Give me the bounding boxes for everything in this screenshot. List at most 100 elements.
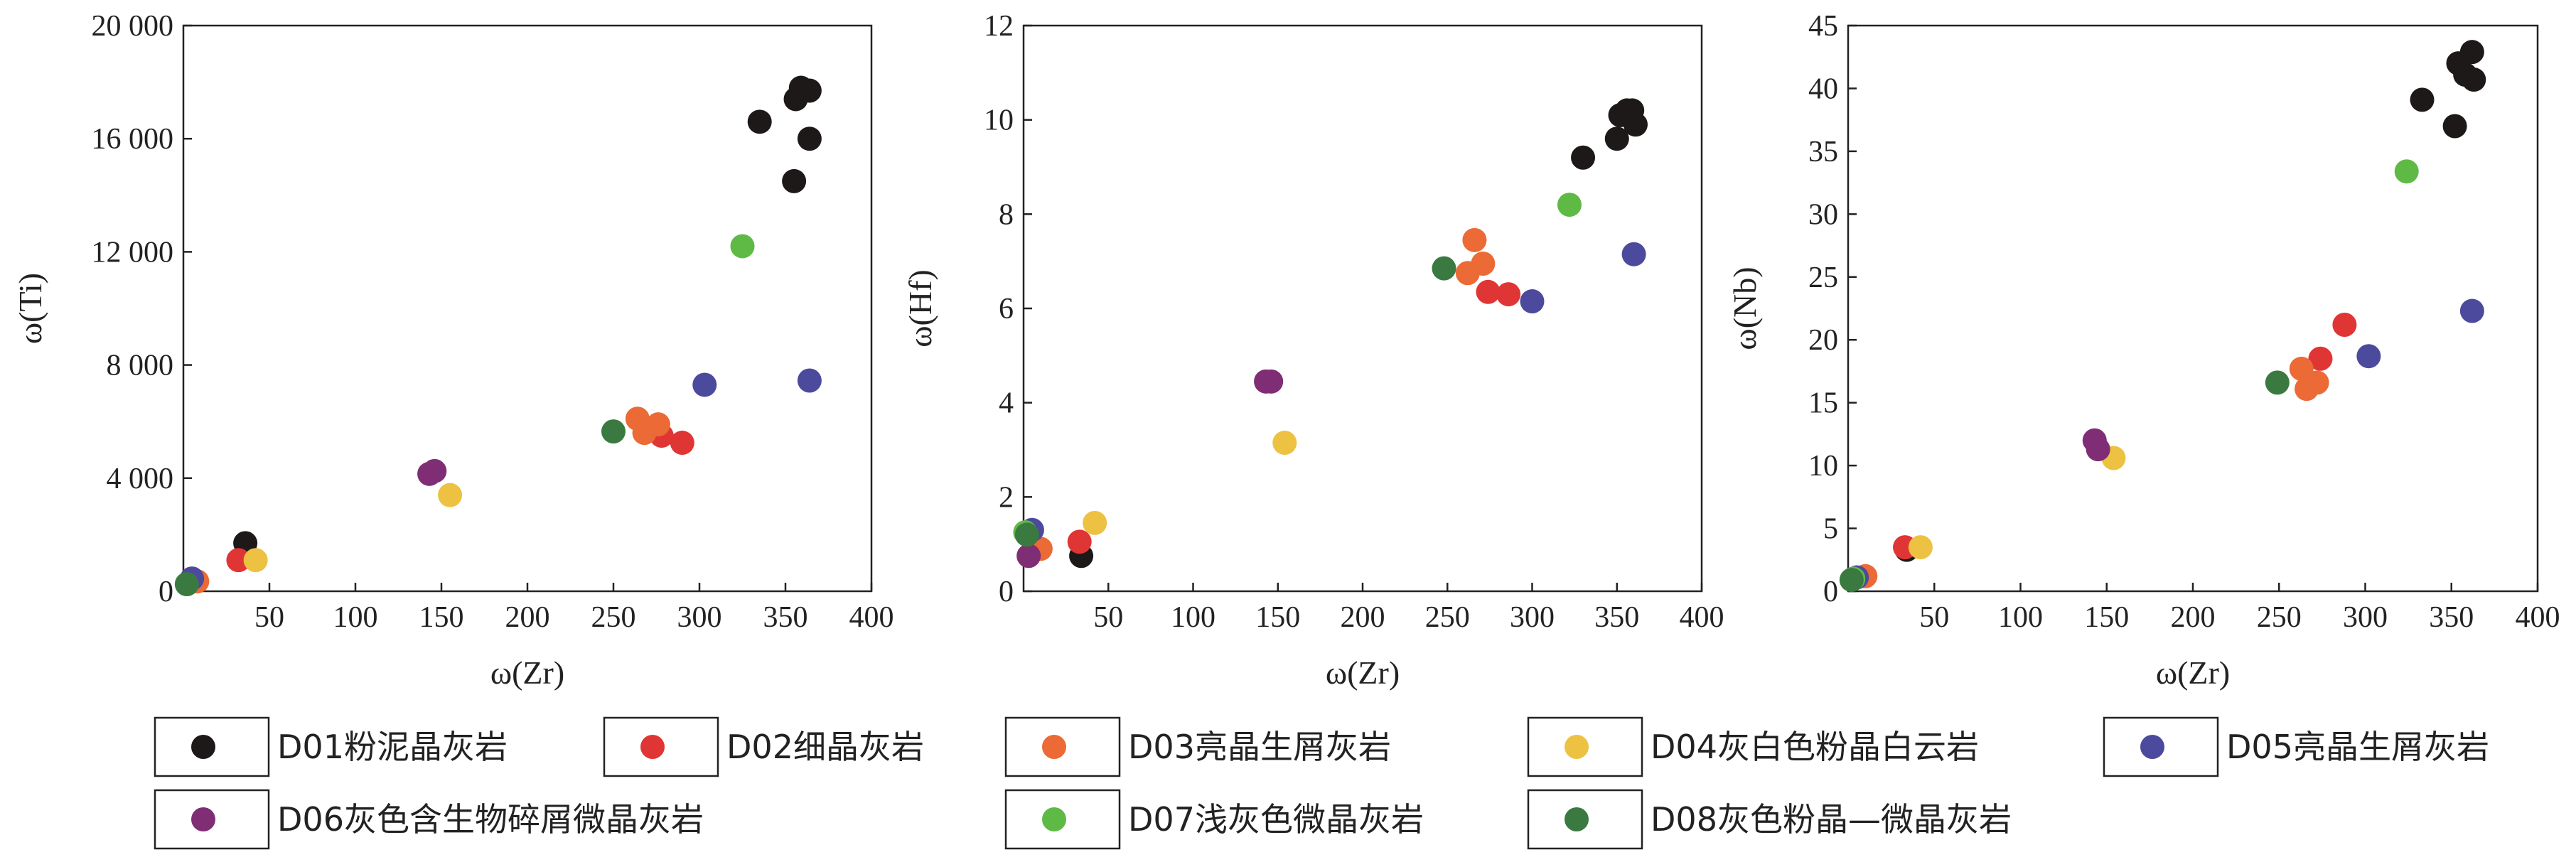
legend-label: D06灰色含生物碎屑微晶灰岩: [277, 800, 704, 839]
data-point: [1604, 126, 1629, 151]
x-tick-label: 50: [254, 601, 284, 634]
legend-label: D02细晶灰岩: [726, 728, 924, 766]
y-tick-label: 8: [999, 198, 1014, 231]
data-point: [1462, 227, 1487, 252]
data-point: [422, 458, 447, 483]
x-tick-label: 100: [333, 601, 378, 634]
scatter-panel-3: 50 100 150 200 250 300 350 400 0 5 10 15 20 25 30 35 40 4…: [1727, 10, 2560, 691]
plot-frame: [182, 24, 873, 593]
data-point: [1272, 431, 1297, 456]
y-tick-label: 20 000: [92, 10, 174, 43]
data-point: [2394, 159, 2419, 184]
data-point: [1432, 256, 1456, 281]
y-tick-label: 16 000: [92, 123, 174, 156]
legend-label: D03亮晶生屑灰岩: [1128, 728, 1391, 766]
data-point: [174, 572, 199, 597]
data-point: [1520, 289, 1545, 314]
legend-item: D02细晶灰岩: [603, 716, 924, 777]
data-point: [645, 412, 670, 437]
legend-marker: [2140, 735, 2164, 759]
y-tick-label: 40: [1808, 72, 1838, 105]
legend-item: D03亮晶生屑灰岩: [1004, 716, 1391, 777]
y-axis-label: ω(Nb): [1727, 266, 1763, 350]
legend-swatch-box: [154, 716, 270, 777]
x-axis-label: ω(Zr): [1326, 654, 1400, 691]
x-tick-label: 200: [2171, 601, 2216, 634]
x-tick-label: 400: [2516, 601, 2560, 634]
data-point: [1621, 242, 1646, 266]
legend-item: D01粉泥晶灰岩: [154, 716, 508, 777]
x-tick-label: 50: [1093, 601, 1123, 634]
x-axis-label: ω(Zr): [2156, 654, 2230, 691]
legend-item: D07浅灰色微晶灰岩: [1004, 789, 1424, 850]
data-point: [1557, 193, 1582, 217]
legend-marker: [1565, 807, 1589, 831]
data-point: [2265, 370, 2290, 395]
legend-label: D07浅灰色微晶灰岩: [1128, 800, 1424, 839]
legend-marker: [191, 735, 215, 759]
legend-item: D04灰白色粉晶白云岩: [1527, 716, 1979, 777]
data-point: [747, 109, 772, 134]
y-tick-label: 30: [1808, 198, 1838, 231]
y-tick-label: 12: [984, 10, 1014, 43]
data-point: [1476, 279, 1501, 304]
y-tick-label: 20: [1808, 324, 1838, 357]
x-tick-label: 250: [2257, 601, 2302, 634]
legend-item: D06灰色含生物碎屑微晶灰岩: [154, 789, 704, 850]
x-tick-label: 350: [1594, 601, 1639, 634]
scatter-panel-1: 50 100 150 200 250 300 350 400 0 4 000 8 000 12 000…: [12, 10, 894, 691]
x-tick-label: 350: [2429, 601, 2474, 634]
data-point: [1259, 369, 1284, 394]
x-tick-label: 250: [1425, 601, 1470, 634]
x-tick-label: 300: [677, 601, 722, 634]
y-tick-label: 10: [1808, 450, 1838, 483]
legend-item: D05亮晶生屑灰岩: [2103, 716, 2489, 777]
data-point: [1496, 282, 1521, 307]
legend-marker: [1042, 807, 1066, 831]
legend: D01粉泥晶灰岩 D02细晶灰岩 D03亮晶生屑灰岩 D04灰白色粉晶白云岩 D05亮晶…: [154, 716, 2489, 850]
data-point: [2086, 437, 2110, 462]
plot-frame: [1022, 24, 1703, 593]
data-point: [797, 368, 822, 393]
x-tick-label: 300: [1510, 601, 1555, 634]
data-point: [2304, 370, 2329, 395]
data-point: [1623, 112, 1648, 137]
x-tick-label: 50: [1919, 601, 1949, 634]
data-point: [692, 372, 717, 397]
y-tick-label: 2: [999, 481, 1014, 514]
y-tick-label: 10: [984, 104, 1014, 137]
y-axis-label: ω(Hf): [902, 269, 938, 347]
y-tick-label: 6: [999, 293, 1014, 325]
data-point: [1083, 510, 1107, 535]
data-point: [2356, 344, 2381, 369]
x-tick-label: 200: [505, 601, 550, 634]
data-point: [1016, 544, 1041, 569]
y-tick-label: 15: [1808, 387, 1838, 420]
legend-marker: [1042, 735, 1066, 759]
data-point: [670, 431, 694, 456]
y-tick-label: 4 000: [107, 463, 174, 495]
x-tick-label: 150: [1255, 601, 1300, 634]
y-tick-label: 5: [1823, 513, 1838, 546]
y-tick-label: 4: [999, 387, 1014, 420]
y-tick-label: 35: [1808, 136, 1838, 168]
y-tick-label: 8 000: [107, 350, 174, 382]
y-tick-label: 0: [999, 576, 1014, 608]
legend-marker: [1565, 735, 1589, 759]
x-tick-label: 100: [1998, 601, 2043, 634]
legend-marker: [191, 807, 215, 831]
plot-frame: [1847, 24, 2539, 593]
data-point: [2289, 356, 2314, 381]
x-tick-label: 100: [1171, 601, 1215, 634]
x-axis-label: ω(Zr): [490, 654, 564, 691]
data-point: [1067, 529, 1092, 554]
y-axis-label: ω(Ti): [12, 273, 48, 344]
data-point: [730, 234, 755, 259]
data-point: [797, 126, 822, 151]
legend-label: D04灰白色粉晶白云岩: [1651, 728, 1979, 766]
data-point: [1571, 145, 1596, 170]
x-tick-label: 350: [763, 601, 808, 634]
x-tick-label: 150: [419, 601, 464, 634]
data-point: [438, 483, 463, 507]
